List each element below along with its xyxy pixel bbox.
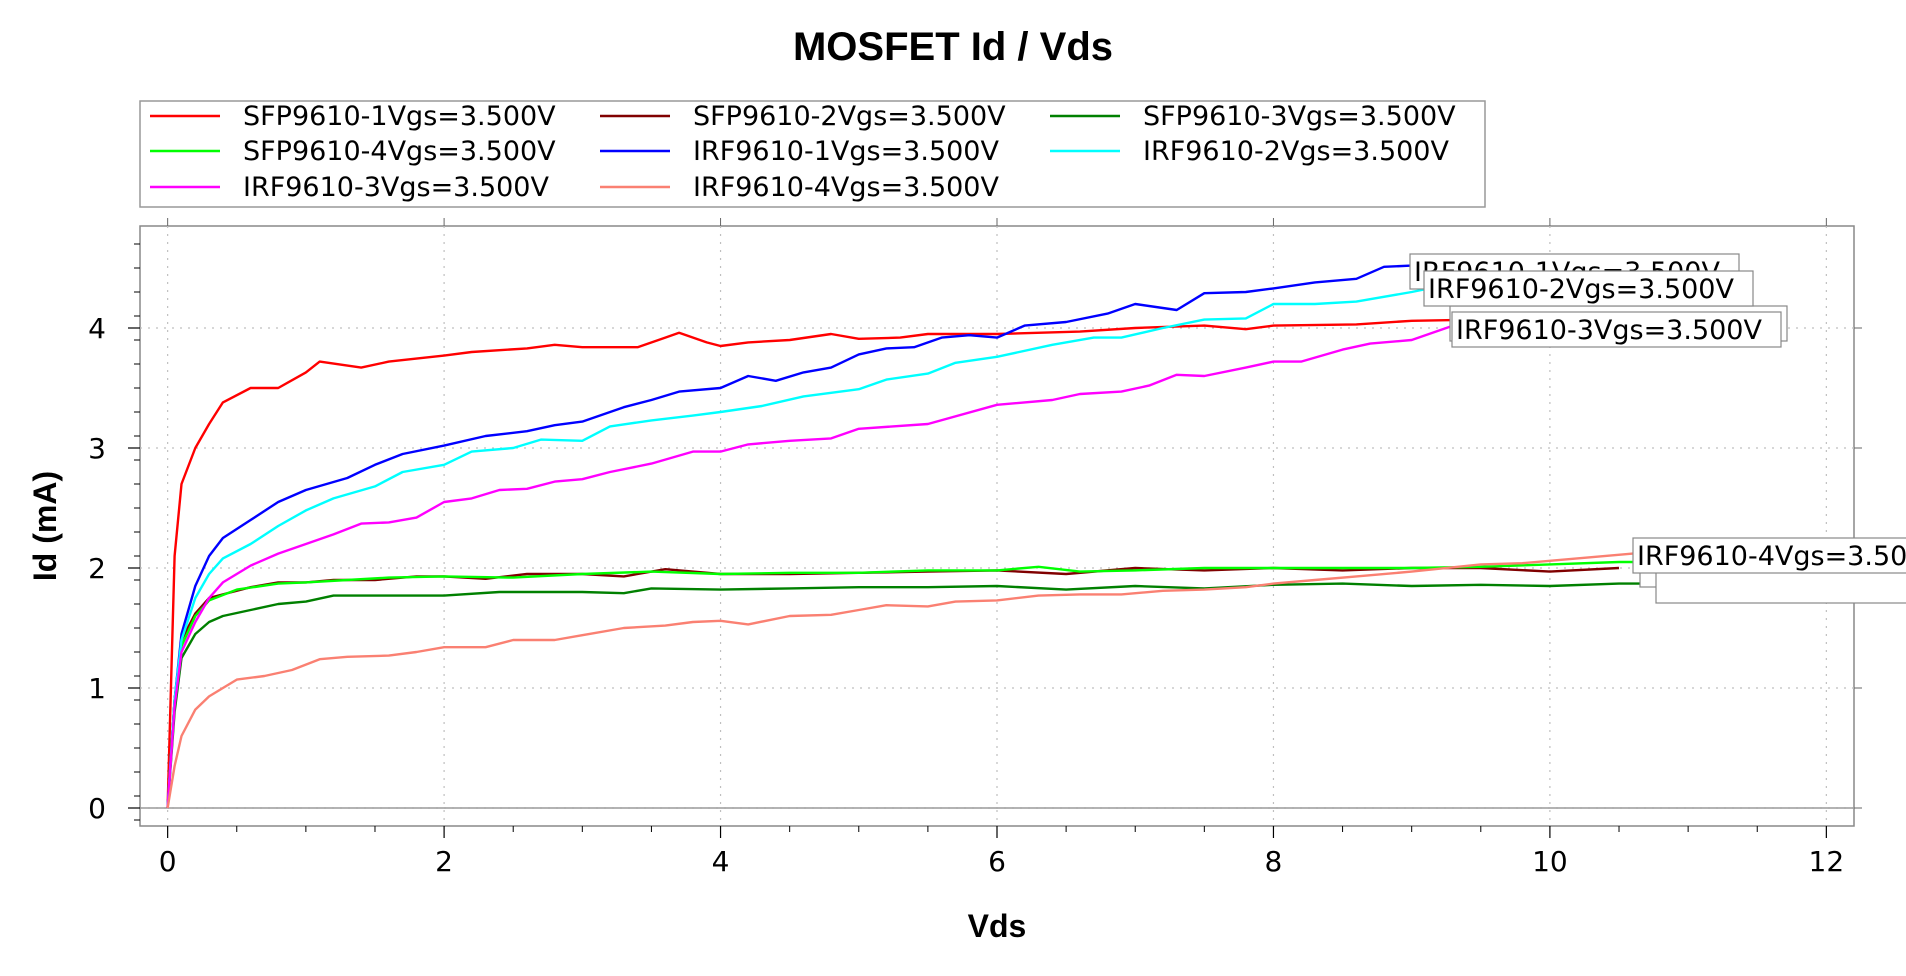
- y-axis-label: Id (mA): [27, 471, 63, 581]
- legend-label: IRF9610-4Vgs=3.500V: [693, 172, 999, 203]
- annotation-label: IRF9610-4Vgs=3.500V: [1637, 541, 1906, 572]
- legend-label: SFP9610-4Vgs=3.500V: [243, 136, 556, 167]
- series-layer: [166, 260, 1716, 809]
- annotation-box: [1451, 311, 1782, 348]
- y-tick-label: 4: [88, 312, 106, 345]
- y-tick-label: 2: [88, 552, 106, 585]
- series-line-irf9610-2vgs-3-500v: [166, 282, 1454, 809]
- legend-label: SFP9610-1Vgs=3.500V: [243, 101, 556, 132]
- y-tick-label: 3: [88, 432, 106, 465]
- legend-label: IRF9610-1Vgs=3.500V: [693, 136, 999, 167]
- annotation-label: IRF9610-3Vgs=3.500V: [1456, 315, 1762, 346]
- annotation-box-under: [1655, 567, 1906, 604]
- legend-label: SFP9610-3Vgs=3.500V: [1143, 101, 1456, 132]
- annotation-layer: IRF9610-1Vgs=3.500VIRF9610-2Vgs=3.500VIR…: [1409, 253, 1906, 604]
- legend: SFP9610-1Vgs=3.500V SFP9610-2Vgs=3.500V SF…: [139, 100, 1486, 208]
- legend-box: [139, 100, 1486, 208]
- series-line-sfp9610-4vgs-3-500v: [166, 560, 1689, 809]
- legend-label: IRF9610-2Vgs=3.500V: [1143, 136, 1449, 167]
- x-tick-label: 2: [435, 845, 453, 878]
- series-line-irf9610-3vgs-3-500v: [166, 320, 1481, 809]
- annotation-label: IRF9610-2Vgs=3.500V: [1428, 274, 1734, 305]
- series-line-sfp9610-1vgs-3-500v: [166, 318, 1550, 809]
- x-tick-label: 0: [159, 845, 177, 878]
- grid: [140, 226, 1854, 826]
- x-tick-label: 10: [1532, 845, 1568, 878]
- series-line-irf9610-1vgs-3-500v: [166, 260, 1454, 809]
- legend-label: SFP9610-2Vgs=3.500V: [693, 101, 1006, 132]
- series-line-irf9610-4vgs-3-500v: [166, 552, 1689, 809]
- annotation-box: [1423, 270, 1754, 307]
- series-line-sfp9610-3vgs-3-500v: [166, 582, 1716, 809]
- x-axis-label: Vds: [968, 908, 1027, 944]
- x-tick-label: 12: [1809, 845, 1845, 878]
- y-tick-label: 0: [88, 792, 106, 825]
- x-tick-label: 8: [1265, 845, 1283, 878]
- x-tick-label: 4: [712, 845, 730, 878]
- annotation-box: [1632, 537, 1906, 574]
- y-tick-label: 1: [88, 672, 106, 705]
- legend-label: IRF9610-3Vgs=3.500V: [243, 172, 549, 203]
- x-tick-label: 6: [988, 845, 1006, 878]
- chart-title: MOSFET Id / Vds: [793, 25, 1113, 69]
